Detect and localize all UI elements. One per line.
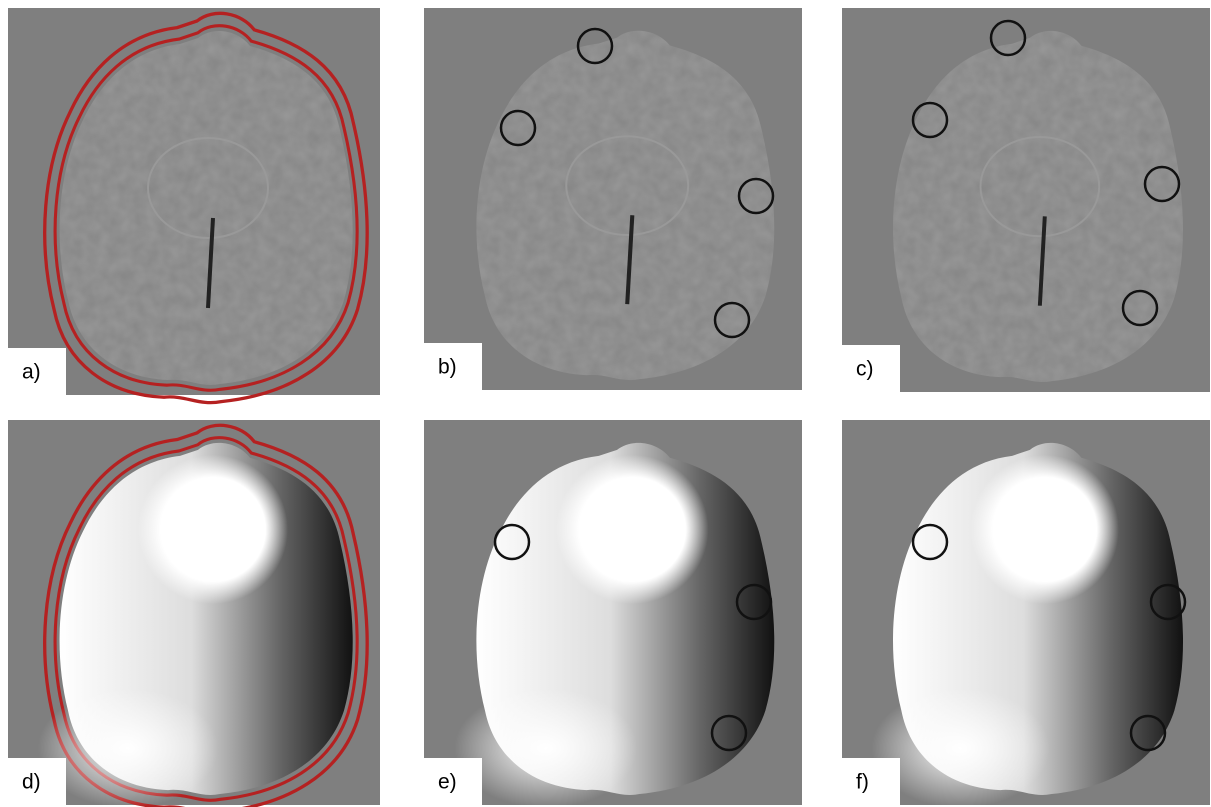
panel: d) (8, 420, 380, 807)
panel-label: f) (856, 771, 869, 794)
panel-label: d) (22, 771, 41, 794)
panel: c) (842, 8, 1210, 392)
panel-label: e) (438, 771, 457, 794)
label-box (842, 758, 900, 805)
panel-label: c) (856, 358, 874, 381)
panel: a) (8, 8, 380, 403)
page: a)b)c)d)e)f) (() => { const data = JSON.… (0, 0, 1211, 807)
panel: b) (424, 8, 802, 390)
panel: f) (842, 420, 1210, 807)
panel-label: b) (438, 356, 457, 379)
figure: a) b) c) d) e) f) (0, 0, 1211, 807)
panel: e) (424, 420, 802, 807)
phase-high (138, 455, 288, 604)
phase-high (556, 455, 708, 604)
panel-label: a) (22, 361, 41, 384)
phase-high (971, 455, 1119, 604)
